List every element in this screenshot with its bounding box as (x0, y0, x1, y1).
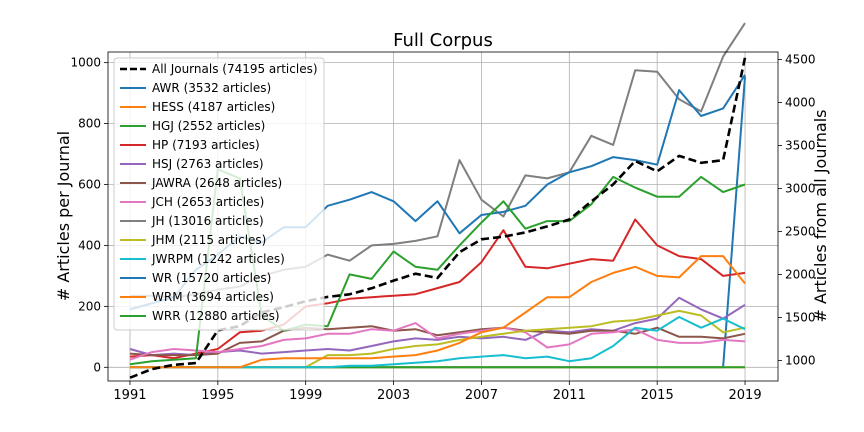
chart-title: Full Corpus (393, 30, 493, 51)
legend-label: JCH (2653 articles) (151, 195, 264, 209)
legend: All Journals (74195 articles) AWR (3532 a… (113, 57, 325, 331)
legend-label: WRR (12880 articles) (152, 309, 280, 323)
legend-label: JH (13016 articles) (151, 214, 264, 228)
y-tick-label-left: 200 (78, 299, 101, 313)
x-tick-label: 2019 (729, 388, 762, 403)
x-tick-label: 2007 (465, 388, 498, 403)
x-tick-label: 1995 (201, 388, 234, 403)
y-tick-label-right: 2000 (785, 268, 816, 282)
y-axis-title-right: # Articles from all Journals (811, 109, 830, 322)
x-tick-label: 1991 (113, 388, 146, 403)
y-tick-label-right: 4000 (785, 96, 816, 110)
x-tick-label: 2003 (377, 388, 410, 403)
y-axis-title-left: # Articles per Journal (54, 131, 73, 301)
legend-label: JHM (2115 articles) (151, 233, 266, 247)
legend-label: HESS (4187 articles) (152, 100, 275, 114)
legend-label: HGJ (2552 articles) (152, 119, 265, 133)
legend-label: All Journals (74195 articles) (152, 62, 318, 76)
y-tick-label-right: 3500 (785, 139, 816, 153)
legend-label: HSJ (2763 articles) (152, 157, 264, 171)
x-tick-label: 2015 (641, 388, 674, 403)
y-tick-label-right: 3000 (785, 182, 816, 196)
y-tick-label-right: 4500 (785, 53, 816, 67)
legend-box (113, 57, 325, 331)
series-line (129, 218, 746, 360)
y-tick-label-left: 0 (93, 360, 101, 374)
legend-label: JWRPM (1242 articles) (151, 252, 285, 266)
legend-label: JAWRA (2648 articles) (151, 176, 282, 190)
series-line (130, 255, 746, 369)
y-tick-label-right: 1000 (785, 354, 816, 368)
y-tick-label-left: 600 (78, 178, 101, 192)
x-tick-label: 2011 (553, 388, 586, 403)
legend-label: HP (7193 articles) (152, 138, 260, 152)
y-tick-label-left: 1000 (70, 56, 101, 70)
legend-label: WR (15720 articles) (152, 271, 271, 285)
legend-label: AWR (3532 articles) (152, 81, 271, 95)
y-tick-label-left: 800 (78, 117, 101, 131)
y-tick-label-right: 1500 (785, 311, 816, 325)
y-tick-label-right: 2500 (785, 225, 816, 239)
axes-ticks: 1991 1995 1999 2003 2007 2011 2015 2019 0 200 400 6… (70, 53, 815, 403)
series-line (129, 322, 746, 361)
plot-frame (107, 51, 779, 382)
legend-label: WRM (3694 articles) (152, 290, 274, 304)
y-tick-label-left: 400 (78, 238, 101, 252)
x-tick-label: 1999 (289, 388, 322, 403)
